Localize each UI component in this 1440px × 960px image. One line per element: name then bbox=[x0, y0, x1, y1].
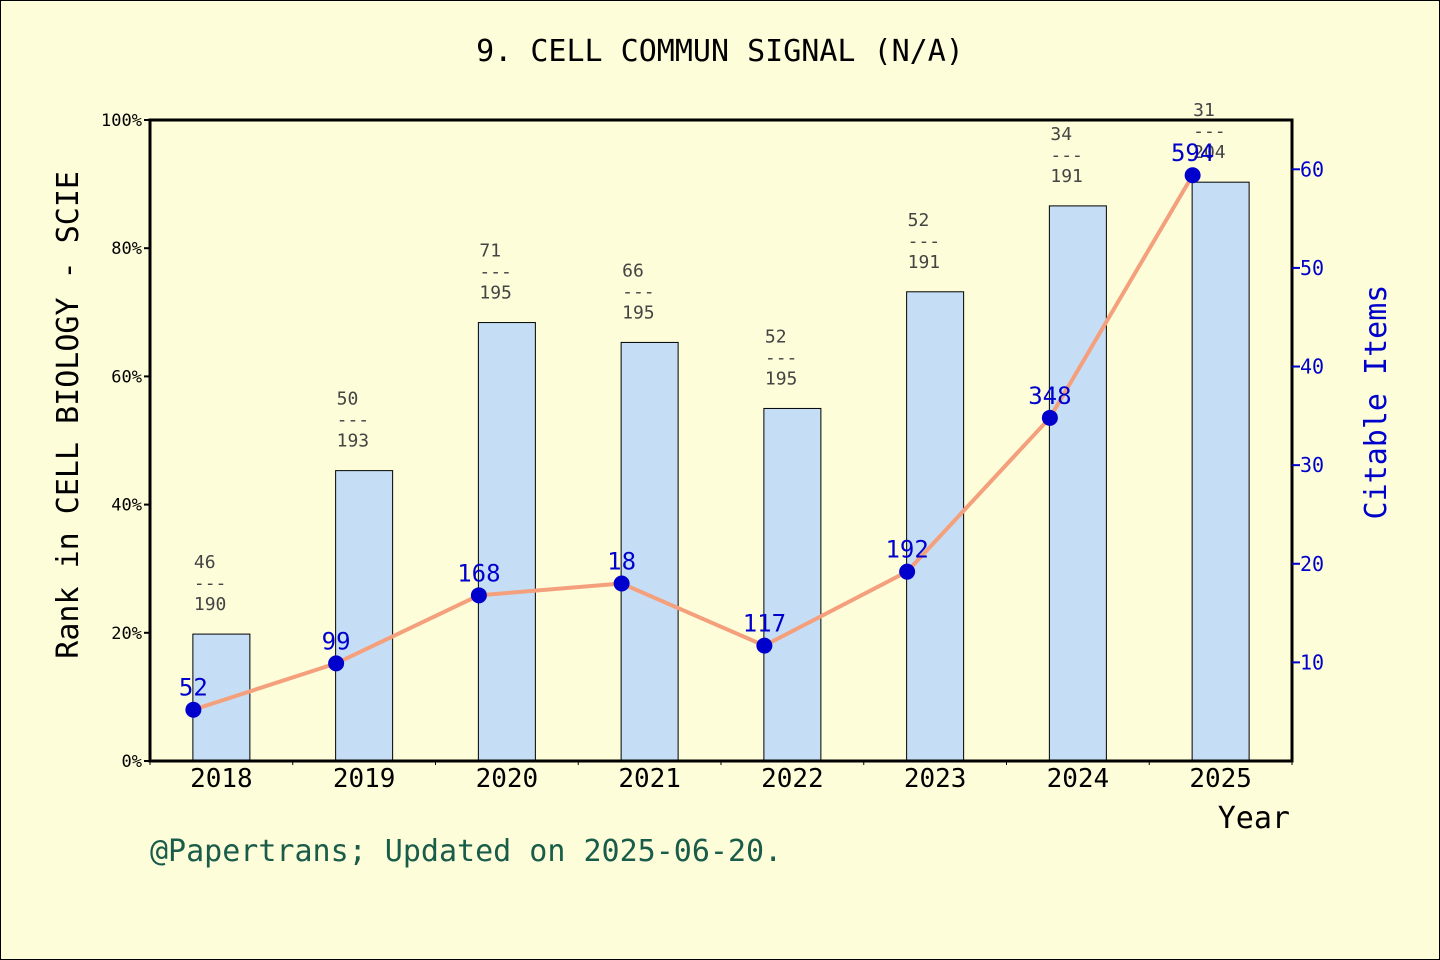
rank-divider-2020: --- bbox=[479, 262, 512, 283]
rank-divider-2022: --- bbox=[765, 347, 798, 368]
x-tick-label-2019: 2019 bbox=[333, 764, 396, 794]
rank-label-2025: 31 bbox=[1193, 100, 1215, 121]
y-tick-label-40: 40% bbox=[111, 496, 142, 516]
citable-items-line bbox=[192, 174, 1195, 712]
point-label-2025: 594 bbox=[1171, 139, 1214, 167]
rank-label-2018: 46 bbox=[194, 552, 216, 573]
rank-label-2021: 66 bbox=[622, 260, 644, 281]
bar-2023 bbox=[906, 291, 965, 762]
marker-2022 bbox=[756, 637, 773, 654]
x-tick-label-2018: 2018 bbox=[190, 764, 253, 794]
rank-divider-2018: --- bbox=[194, 573, 227, 594]
x-tick-label-2021: 2021 bbox=[618, 764, 681, 794]
y2-tick-label-10: 10 bbox=[1300, 650, 1324, 674]
rank-divider-2021: --- bbox=[622, 281, 655, 302]
y-tick-label-80: 80% bbox=[111, 239, 142, 259]
point-label-2019: 99 bbox=[322, 627, 351, 655]
y2-tick-label-50: 50 bbox=[1300, 256, 1324, 280]
point-label-2018: 52 bbox=[179, 674, 208, 702]
marker-2023 bbox=[899, 563, 916, 580]
rank-total-2018: 190 bbox=[194, 594, 227, 615]
y-tick-label-100: 100% bbox=[101, 111, 142, 131]
point-label-2022: 117 bbox=[743, 610, 786, 638]
y2-tick-label-40: 40 bbox=[1300, 355, 1324, 379]
x-tick-label-2024: 2024 bbox=[1047, 764, 1110, 794]
rank-divider-2023: --- bbox=[908, 231, 941, 252]
y-tick-label-20: 20% bbox=[111, 624, 142, 644]
y-tick-label-0: 0% bbox=[122, 752, 142, 772]
bar-2024 bbox=[1048, 205, 1107, 762]
bar-2020 bbox=[477, 322, 536, 762]
rank-divider-2025: --- bbox=[1193, 121, 1226, 142]
axes-layer: 0% 20% 40% 60% 80% 100% 10 20 30 40 50 60 2018 2019 20… bbox=[51, 111, 1394, 836]
bar-2025 bbox=[1191, 181, 1250, 762]
footer-note: @Papertrans; Updated on 2025-06-20. bbox=[150, 834, 783, 869]
bar-2018 bbox=[192, 633, 251, 762]
plot-frame bbox=[148, 118, 1294, 763]
marker-2024 bbox=[1041, 409, 1058, 426]
rank-label-2020: 71 bbox=[479, 241, 501, 262]
chart-title: 9. CELL COMMUN SIGNAL (N/A) bbox=[476, 34, 964, 69]
rank-divider-2019: --- bbox=[337, 410, 370, 431]
rank-total-2022: 195 bbox=[765, 368, 798, 389]
point-label-2024: 348 bbox=[1028, 382, 1071, 410]
rank-total-2025: 204 bbox=[1193, 142, 1226, 163]
x-tick-label-2023: 2023 bbox=[904, 764, 967, 794]
marker-2025 bbox=[1184, 167, 1201, 184]
bar-2021 bbox=[620, 341, 679, 762]
bars-layer bbox=[192, 181, 1250, 762]
rank-divider-2024: --- bbox=[1050, 145, 1083, 166]
bar-2019 bbox=[335, 470, 394, 762]
point-label-2020: 168 bbox=[457, 559, 500, 587]
rank-label-2022: 52 bbox=[765, 326, 787, 347]
point-label-2021: 18 bbox=[607, 547, 636, 575]
rank-total-2021: 195 bbox=[622, 302, 655, 323]
rank-label-2019: 50 bbox=[337, 389, 359, 410]
marker-2020 bbox=[470, 587, 487, 604]
rank-total-2024: 191 bbox=[1050, 166, 1083, 187]
y2-tick-label-30: 30 bbox=[1300, 453, 1324, 477]
rank-total-2020: 195 bbox=[479, 283, 512, 304]
x-tick-label-2022: 2022 bbox=[761, 764, 824, 794]
labels-layer: 46---19050---19371---19566---19552---195… bbox=[179, 100, 1226, 702]
point-label-2023: 192 bbox=[885, 536, 928, 564]
x-axis-title: Year bbox=[1218, 801, 1290, 836]
x-tick-label-2025: 2025 bbox=[1189, 764, 1252, 794]
rank-label-2024: 34 bbox=[1050, 124, 1072, 145]
bar-2022 bbox=[763, 407, 822, 762]
rank-total-2019: 193 bbox=[337, 431, 370, 452]
marker-2019 bbox=[328, 655, 345, 672]
x-tick-label-2020: 2020 bbox=[476, 764, 539, 794]
rank-label-2023: 52 bbox=[908, 210, 930, 231]
y-axis-title: Rank in CELL BIOLOGY - SCIE bbox=[51, 171, 86, 659]
y2-tick-label-60: 60 bbox=[1300, 157, 1324, 181]
y-tick-label-60: 60% bbox=[111, 367, 142, 387]
line-layer bbox=[185, 167, 1201, 718]
marker-2018 bbox=[185, 701, 202, 718]
y2-axis-title: Citable Items bbox=[1359, 285, 1394, 520]
marker-2021 bbox=[613, 575, 630, 592]
rank-total-2023: 191 bbox=[908, 252, 941, 273]
y2-tick-label-20: 20 bbox=[1300, 552, 1324, 576]
